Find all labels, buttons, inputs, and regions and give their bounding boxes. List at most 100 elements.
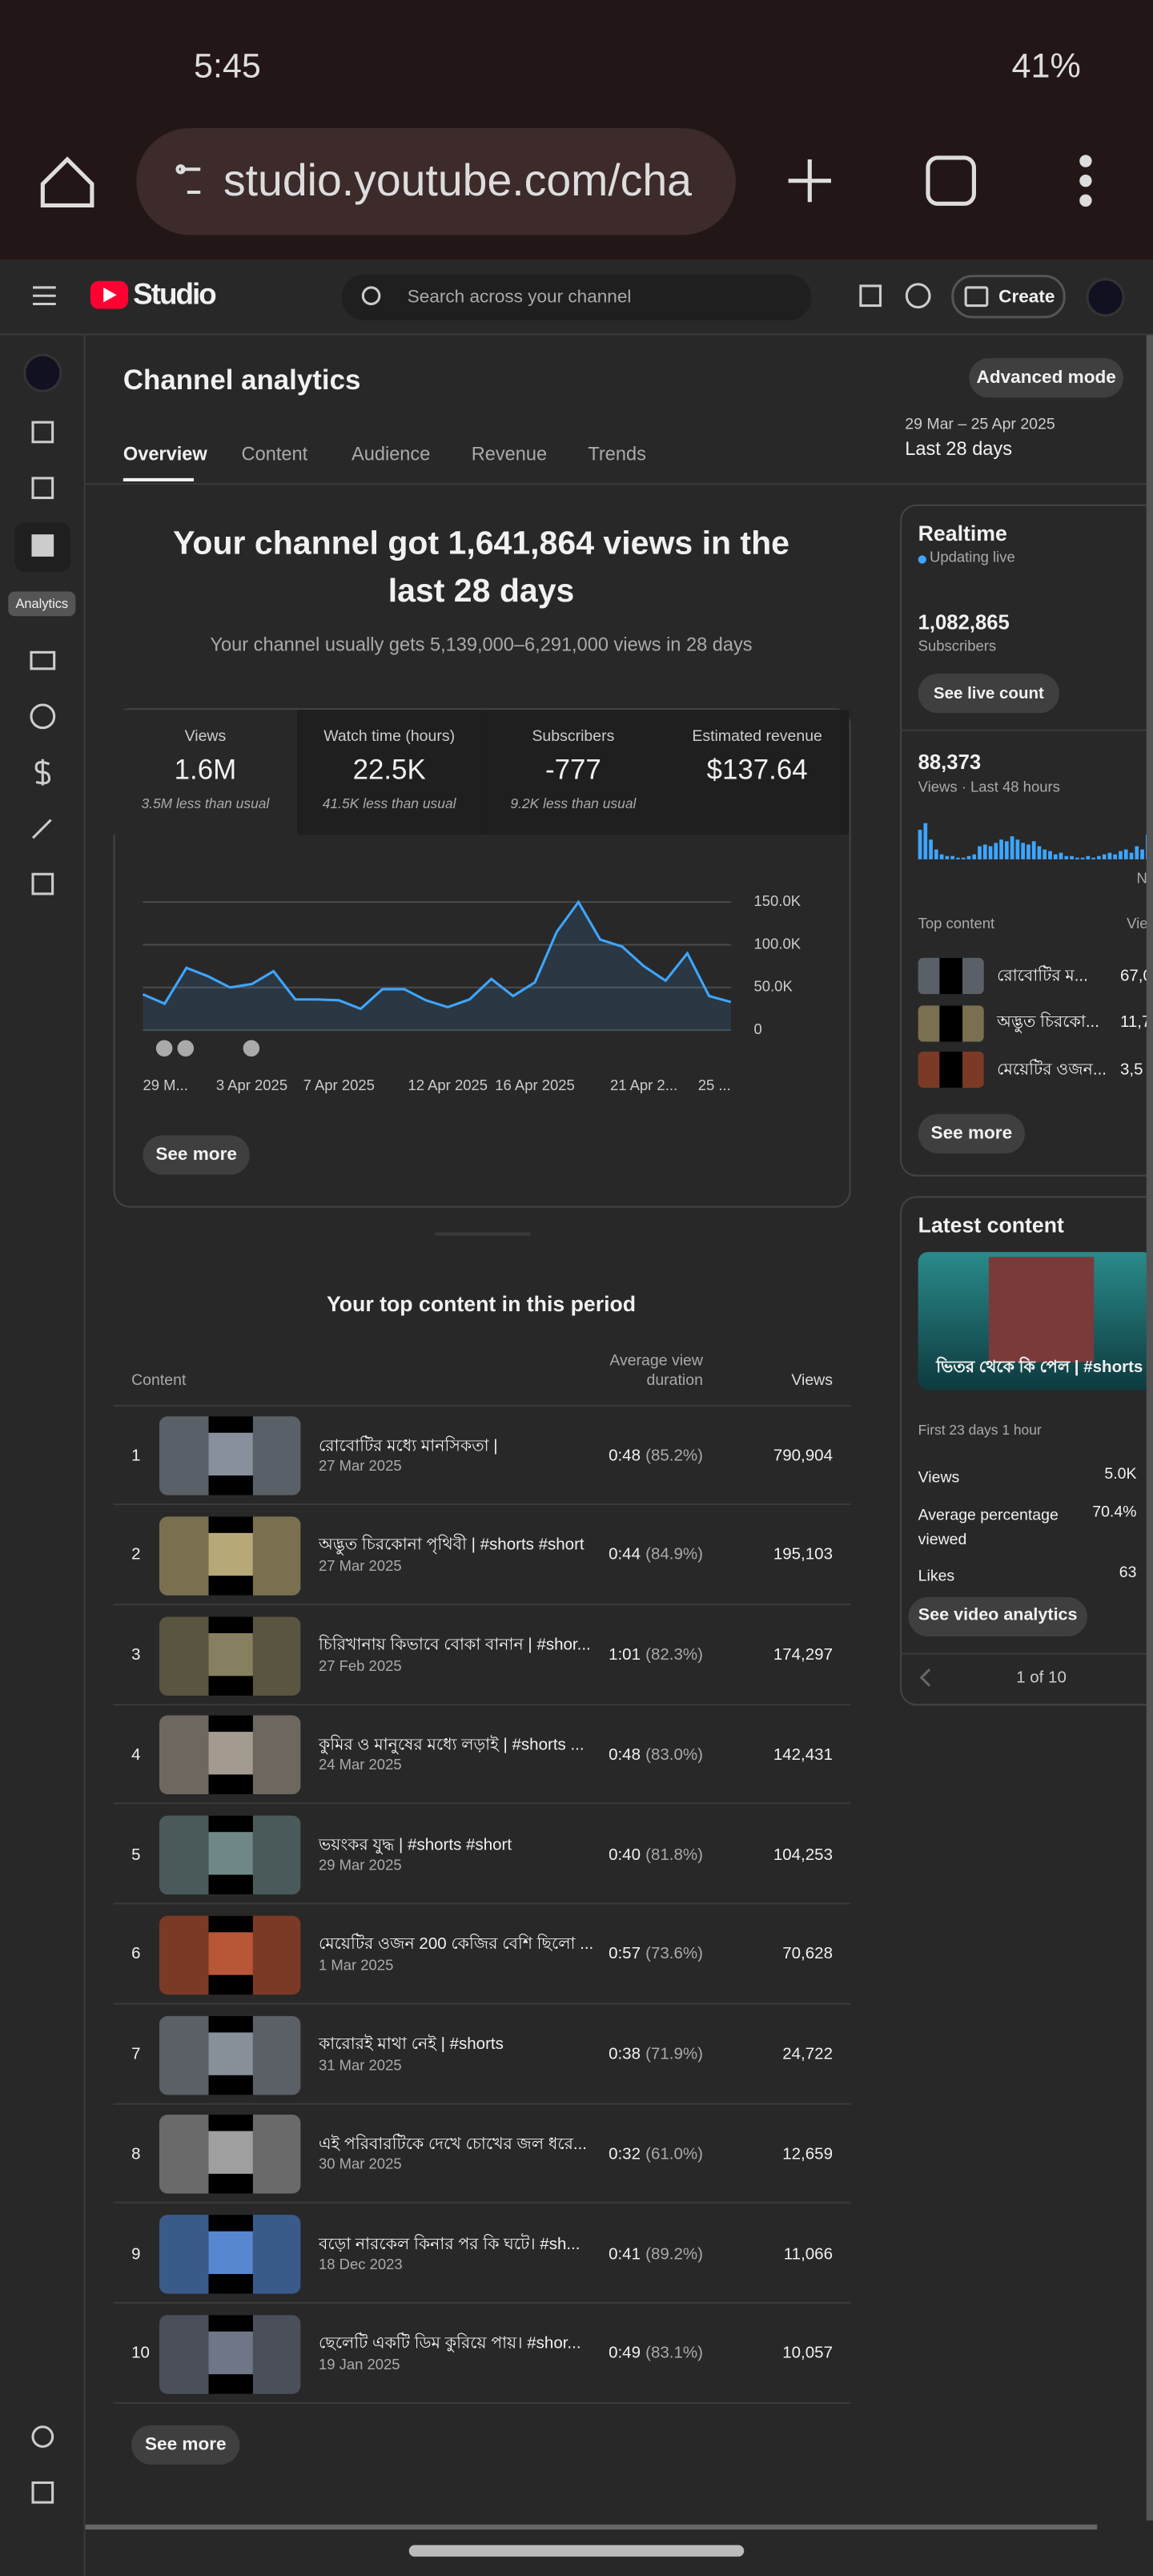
home-icon[interactable] <box>40 156 94 207</box>
create-button[interactable] <box>951 275 1066 319</box>
stat-cell[interactable] <box>113 710 298 835</box>
nav-comments[interactable] <box>30 650 56 670</box>
tabs-icon[interactable] <box>926 155 976 206</box>
avatar[interactable] <box>1086 278 1125 317</box>
tab[interactable]: Revenue <box>471 444 548 465</box>
subscriber-count: 1,082,865 <box>918 610 1010 634</box>
nav-content[interactable] <box>31 477 54 500</box>
video-date: 27 Feb 2025 <box>318 1657 402 1674</box>
menu-icon-dot <box>1079 174 1092 187</box>
stat-value: 1.6M <box>174 754 237 786</box>
table-row[interactable] <box>113 1906 851 2005</box>
live-count[interactable] <box>918 674 1060 714</box>
tab[interactable]: Audience <box>351 444 431 465</box>
battery: 41% <box>1011 48 1081 87</box>
stat-value: $137.64 <box>706 754 808 786</box>
stat-cell[interactable] <box>481 710 665 835</box>
live-status: Updating live <box>930 549 1015 566</box>
x-tick-label: 25 ... <box>698 1077 731 1093</box>
menu-icon[interactable] <box>1079 155 1092 167</box>
latest-video-title: ভিতর থেকে কি পেল | #shorts <box>936 1358 1143 1376</box>
tab[interactable]: Overview <box>123 444 207 465</box>
metric-label: Average percentage viewed <box>918 1506 1059 1549</box>
realtime-bar <box>1059 852 1063 859</box>
x-tick-label: 3 Apr 2025 <box>216 1077 287 1093</box>
side-nav <box>0 335 86 2576</box>
video-analytics[interactable] <box>908 1596 1087 1637</box>
views: 174,297 <box>773 1646 833 1664</box>
clock: 5:45 <box>194 48 261 87</box>
x-tick-label: 16 Apr 2025 <box>495 1077 575 1093</box>
metric-value: 70.4% <box>1092 1503 1137 1522</box>
percent: (85.2%) <box>645 1447 703 1465</box>
nav-dashboard[interactable] <box>31 421 54 444</box>
duration: 0:32 <box>609 2145 641 2164</box>
views: 195,103 <box>773 1546 833 1565</box>
table-row[interactable] <box>113 1706 851 1805</box>
hamburger[interactable] <box>33 286 56 306</box>
video-title: ভয়ংকর যুদ্ধ | #shorts #short <box>318 1836 512 1854</box>
see-more[interactable] <box>918 1113 1025 1153</box>
realtime-bar <box>923 823 928 859</box>
see-more[interactable] <box>143 1135 250 1175</box>
nav-audio[interactable] <box>31 872 54 896</box>
video-title: মেয়েটির ওজন 200 কেজির বেশি ছিলো ... <box>318 1935 594 1954</box>
views: 24,722 <box>782 2045 833 2064</box>
table-row[interactable] <box>113 1805 851 1905</box>
nav-customize[interactable] <box>31 819 52 839</box>
url-bar[interactable] <box>136 127 736 235</box>
percent: (61.0%) <box>645 2145 703 2164</box>
feedback-icon[interactable] <box>859 284 882 308</box>
table-row[interactable] <box>113 2205 851 2304</box>
table-row[interactable] <box>113 2304 851 2404</box>
pager: 1 of 10 <box>1016 1668 1067 1687</box>
nav-copyright[interactable] <box>30 703 56 730</box>
table-row[interactable] <box>113 1606 851 1705</box>
overview-card <box>113 708 851 1208</box>
thumbnail-image <box>208 2331 253 2374</box>
help-icon[interactable] <box>905 283 931 309</box>
stat-value: -777 <box>544 754 601 786</box>
realtime-bar <box>1119 851 1123 859</box>
realtime-bar <box>1097 855 1101 859</box>
table-row[interactable] <box>113 1507 851 1605</box>
tab[interactable]: Content <box>241 444 308 465</box>
x-tick-label: 7 Apr 2025 <box>303 1077 375 1093</box>
duration: 0:38 <box>609 2045 641 2064</box>
stat-cell[interactable] <box>297 710 482 835</box>
stat-note: 9.2K less than usual <box>510 795 637 813</box>
table-row[interactable] <box>113 1407 851 1505</box>
nav-settings[interactable] <box>31 2425 54 2448</box>
thumbnail-image <box>208 2231 253 2274</box>
section-title: Your top content in this period <box>326 1290 637 1316</box>
new-tab-icon[interactable] <box>788 159 831 203</box>
stat-cell[interactable] <box>665 710 850 835</box>
rt-thumb-frame <box>939 1004 963 1041</box>
thumbnail-image <box>208 1432 253 1476</box>
live-dot <box>918 554 926 563</box>
advanced-mode[interactable] <box>969 358 1124 398</box>
subscriber-label: Subscribers <box>918 638 997 654</box>
nav-avatar[interactable] <box>23 353 62 392</box>
table-row[interactable] <box>113 2006 851 2104</box>
site-settings-icon[interactable] <box>175 164 201 195</box>
tab[interactable]: Trends <box>588 444 646 465</box>
table-row[interactable] <box>113 2105 851 2204</box>
table-divider <box>113 1404 851 1407</box>
percent: (82.3%) <box>645 1646 703 1664</box>
video-date: 19 Jan 2025 <box>318 2356 400 2373</box>
thumbnail-image <box>208 2031 253 2075</box>
nav-earn[interactable] <box>34 759 51 786</box>
realtime-bar <box>966 855 971 859</box>
realtime-bar <box>1107 852 1112 859</box>
panel-title: Realtime <box>918 520 1007 545</box>
see-more[interactable] <box>131 2425 240 2465</box>
search-placeholder: Search across your channel <box>407 287 632 308</box>
nav-analytics[interactable] <box>31 534 54 557</box>
search-box[interactable] <box>341 274 812 320</box>
headline: Your channel got 1,641,864 views in the <box>173 525 789 562</box>
rt-title: মেয়েটির ওজন... <box>997 1061 1107 1079</box>
nav-feedback[interactable] <box>31 2481 54 2504</box>
views-label: Views · Last 48 hours <box>918 779 1060 796</box>
